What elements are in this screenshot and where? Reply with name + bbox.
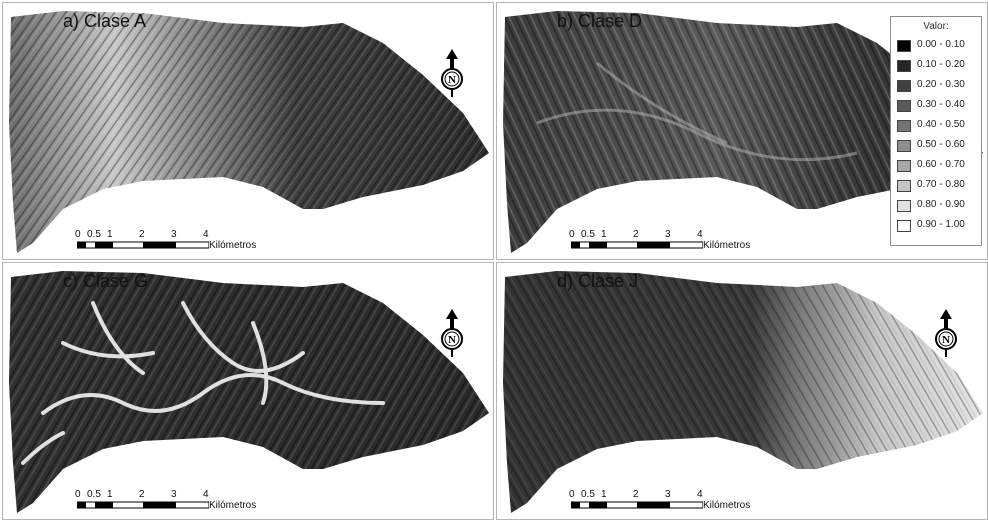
- panel-title-b: b) Clase D: [557, 11, 643, 31]
- legend-swatch: [897, 220, 911, 232]
- scale-unit-c: Kilómetros: [209, 500, 257, 511]
- legend-item: 0.40 - 0.50: [897, 119, 981, 133]
- map-panel-c: c) Clase G N 0 0.5 1 2 3 4 Kilómetros: [2, 262, 494, 520]
- scale-bar-c: [77, 501, 209, 509]
- legend-item: 0.80 - 0.90: [897, 199, 981, 213]
- legend-swatch: [897, 100, 911, 112]
- svg-text:N: N: [942, 334, 950, 346]
- terrain-map-d: [503, 271, 983, 513]
- scale-bar-d: [571, 501, 703, 509]
- terrain-map-c: [9, 271, 489, 513]
- map-panel-a: a) Clase A N 0 0.5 1 2 3 4 Kilómetros: [2, 2, 494, 260]
- map-legend: Valor: 0.00 - 0.10 0.10 - 0.20 0.20 - 0.…: [890, 16, 982, 246]
- legend-item: 0.70 - 0.80: [897, 179, 981, 193]
- terrain-map-a: [9, 11, 489, 253]
- svg-text:N: N: [448, 74, 456, 86]
- scale-bar-a: [77, 241, 209, 249]
- legend-item: 0.60 - 0.70: [897, 159, 981, 173]
- panel-title-a: a) Clase A: [63, 11, 147, 31]
- panel-title-c: c) Clase G: [63, 271, 149, 291]
- panel-title-d: d) Clase J: [557, 271, 639, 291]
- legend-swatch: [897, 140, 911, 152]
- terrain-map-b: [503, 11, 983, 253]
- legend-title: Valor:: [923, 21, 949, 32]
- legend-swatch: [897, 60, 911, 72]
- north-arrow-icon: N: [441, 309, 463, 357]
- legend-swatch: [897, 160, 911, 172]
- legend-item: 0.90 - 1.00: [897, 219, 981, 233]
- legend-swatch: [897, 120, 911, 132]
- scale-unit-a: Kilómetros: [209, 240, 257, 251]
- north-arrow-icon: N: [935, 309, 957, 357]
- svg-text:N: N: [448, 334, 456, 346]
- legend-swatch: [897, 80, 911, 92]
- legend-item: 0.00 - 0.10: [897, 39, 981, 53]
- legend-swatch: [897, 40, 911, 52]
- legend-item: 0.30 - 0.40: [897, 99, 981, 113]
- north-arrow-icon: N: [441, 49, 463, 97]
- scale-unit-b: Kilómetros: [703, 240, 751, 251]
- legend-swatch: [897, 200, 911, 212]
- scale-unit-d: Kilómetros: [703, 500, 751, 511]
- legend-swatch: [897, 180, 911, 192]
- legend-item: 0.50 - 0.60: [897, 139, 981, 153]
- map-panel-d: d) Clase J N 0 0.5 1 2 3 4 Kilómetros: [496, 262, 988, 520]
- legend-item: 0.20 - 0.30: [897, 79, 981, 93]
- legend-item: 0.10 - 0.20: [897, 59, 981, 73]
- scale-bar-b: [571, 241, 703, 249]
